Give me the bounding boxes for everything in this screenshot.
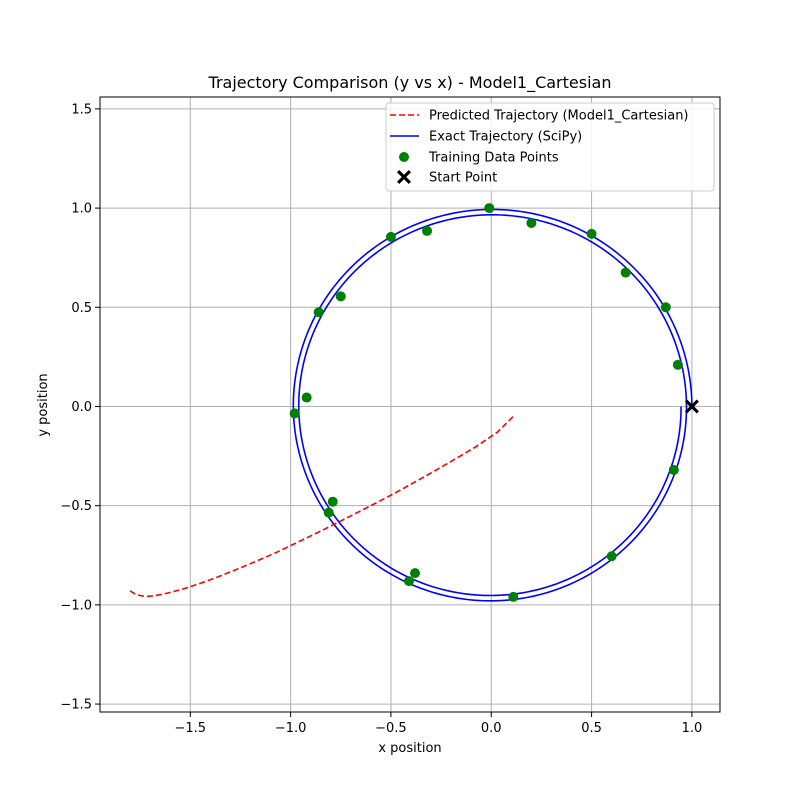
training-data-point [586, 228, 597, 239]
training-data-point [323, 507, 334, 518]
training-data-point [313, 307, 324, 318]
legend-swatch [397, 170, 411, 184]
x-tick-label: −0.5 [375, 721, 407, 736]
plot-area [129, 203, 699, 602]
x-tick-label: 0.0 [481, 721, 502, 736]
y-axis-label: y position [36, 373, 51, 436]
y-tick-label: 0.5 [71, 301, 92, 316]
training-data-point [422, 225, 433, 236]
legend-start-label: Start Point [429, 171, 497, 186]
training-data-point [672, 359, 683, 370]
x-tick-label: 1.0 [682, 721, 703, 736]
start-point-marker [684, 399, 699, 414]
legend-box [385, 102, 715, 192]
predicted-trajectory-line [129, 415, 514, 598]
y-tick-label: −1.5 [60, 698, 92, 713]
training-data-point [620, 267, 631, 278]
axes-frame [99, 96, 721, 713]
y-tick-label: 1.0 [71, 202, 92, 217]
training-data-point [508, 591, 519, 602]
training-data-point [327, 496, 338, 507]
y-tick-label: −0.5 [60, 499, 92, 514]
training-data-point [484, 203, 495, 214]
training-data-point [668, 464, 679, 475]
exact-trajectory-line [292, 208, 693, 602]
training-data-point [526, 217, 537, 228]
training-data-point [385, 231, 396, 242]
x-axis-label: x position [378, 741, 441, 756]
legend-training-label: Training Data Points [428, 151, 559, 166]
training-data-point [335, 291, 346, 302]
legend-predicted-label: Predicted Trajectory (Model1_Cartesian) [429, 109, 689, 124]
legend-exact-label: Exact Trajectory (SciPy) [429, 130, 582, 145]
training-data-point [289, 408, 300, 419]
y-tick-label: 1.5 [71, 102, 92, 117]
y-tick-label: 0.0 [71, 400, 92, 415]
training-data-point [606, 551, 617, 562]
axis-ticks: −1.5 −1.0 −0.5 0.0 0.5 1.0 −1.5 −1.0 −0.5 0.0 0.5 1… [60, 102, 702, 736]
x-tick-label: 0.5 [581, 721, 602, 736]
x-tick-label: −1.0 [275, 721, 307, 736]
y-tick-label: −1.0 [60, 598, 92, 613]
training-data-point [660, 302, 671, 313]
legend-swatch [399, 152, 409, 162]
legend: Predicted Trajectory (Model1_Cartesian) E… [385, 102, 715, 192]
training-data-point [410, 568, 421, 579]
training-data-point [301, 392, 312, 403]
chart-title: Trajectory Comparison (y vs x) - Model1_… [208, 73, 612, 93]
training-data-point [403, 576, 414, 587]
x-tick-label: −1.5 [175, 721, 207, 736]
